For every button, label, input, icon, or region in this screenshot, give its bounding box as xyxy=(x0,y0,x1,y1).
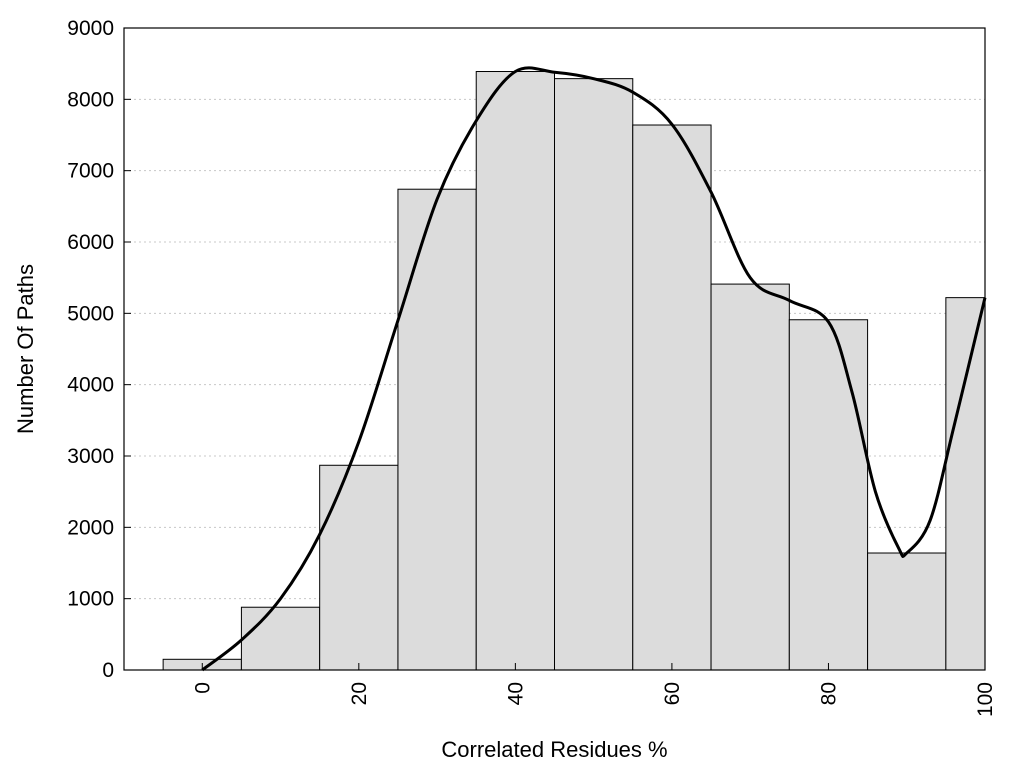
histogram-bar xyxy=(475,71,555,671)
x-tick-label: 40 xyxy=(504,682,527,705)
plot-frame xyxy=(123,27,986,671)
x-axis: 0 20 40 60 80 100 xyxy=(191,663,997,717)
y-tick-label: 5000 xyxy=(67,302,114,325)
y-axis: 0 1000 2000 3000 4000 5000 6000 7000 8000 9000 xyxy=(67,17,131,682)
x-tick-label: 20 xyxy=(348,682,371,705)
x-tick-label: 80 xyxy=(817,682,840,705)
histogram-bar xyxy=(867,552,947,671)
histogram-bar xyxy=(240,606,321,671)
y-tick-label: 9000 xyxy=(67,17,114,40)
histogram-bar xyxy=(710,283,790,671)
density-curve-line xyxy=(201,66,987,672)
y-tick-label: 1000 xyxy=(67,588,114,611)
histogram-bar xyxy=(319,464,399,671)
y-tick-label: 2000 xyxy=(67,516,114,539)
histogram-bar xyxy=(632,124,712,671)
bars xyxy=(162,71,986,671)
y-axis-title: Number Of Paths xyxy=(13,264,38,434)
histogram-bar xyxy=(397,188,477,671)
y-tick-label: 4000 xyxy=(67,374,114,397)
y-tick-label: 8000 xyxy=(67,88,114,111)
histogram-bar xyxy=(554,78,634,671)
histogram-bar xyxy=(788,319,869,671)
density-curve xyxy=(201,66,987,672)
x-tick-label: 0 xyxy=(191,682,214,694)
histogram-bar xyxy=(945,297,986,671)
y-tick-label: 3000 xyxy=(67,445,114,468)
x-tick-label: 60 xyxy=(661,682,684,705)
x-axis-title: Correlated Residues % xyxy=(441,737,667,762)
x-tick-label: 100 xyxy=(974,682,997,717)
y-tick-label: 6000 xyxy=(67,231,114,254)
y-tick-label: 7000 xyxy=(67,160,114,183)
y-tick-label: 0 xyxy=(102,659,114,682)
